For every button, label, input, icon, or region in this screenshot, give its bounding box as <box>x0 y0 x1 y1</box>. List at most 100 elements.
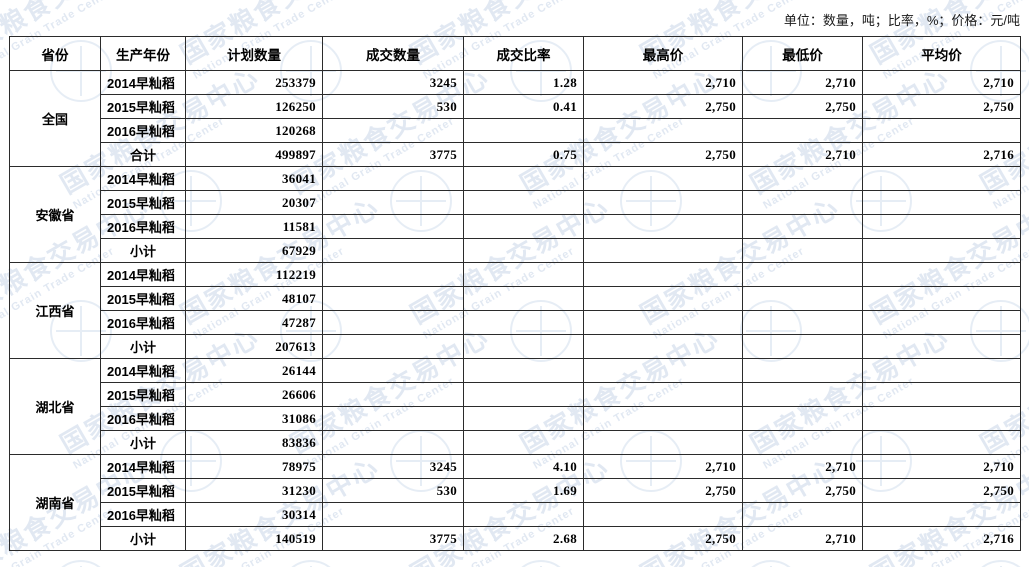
deal-rate-cell <box>463 262 584 287</box>
deal-quantity-cell <box>322 334 464 359</box>
plan-quantity-cell: 26144 <box>185 358 323 383</box>
plan-quantity-cell: 36041 <box>185 166 323 191</box>
high-price-cell: 2,750 <box>583 142 743 167</box>
province-cell: 江西省 <box>9 262 101 359</box>
avg-price-cell <box>862 118 1021 143</box>
deal-quantity-cell <box>322 358 464 383</box>
table-row: 2015早籼稻 126250 530 0.41 2,750 2,750 2,750 <box>10 94 1021 119</box>
subtotal-label-cell: 小计 <box>100 430 186 455</box>
subtotal-label-cell: 小计 <box>100 526 186 551</box>
avg-price-cell: 2,750 <box>862 478 1021 503</box>
plan-quantity-cell: 30314 <box>185 502 323 527</box>
avg-price-cell <box>862 190 1021 215</box>
deal-quantity-cell <box>322 430 464 455</box>
deal-quantity-cell: 3775 <box>322 142 464 167</box>
column-header-deal-qty: 成交数量 <box>322 36 464 71</box>
low-price-cell <box>742 406 863 431</box>
avg-price-cell <box>862 430 1021 455</box>
table-row: 2016早籼稻 120268 <box>10 118 1021 143</box>
subtotal-label-cell: 小计 <box>100 334 186 359</box>
production-year-cell: 2014早籼稻 <box>100 262 186 287</box>
column-header-year: 生产年份 <box>100 36 186 71</box>
deal-rate-cell <box>463 310 584 335</box>
plan-quantity-cell: 499897 <box>185 142 323 167</box>
avg-price-cell: 2,716 <box>862 526 1021 551</box>
deal-quantity-cell <box>322 214 464 239</box>
high-price-cell <box>583 166 743 191</box>
low-price-cell: 2,710 <box>742 142 863 167</box>
avg-price-cell <box>862 310 1021 335</box>
deal-quantity-cell <box>322 406 464 431</box>
high-price-cell: 2,710 <box>583 70 743 95</box>
watermark-globe-logo-icon <box>510 560 572 567</box>
watermark-globe-logo-icon <box>280 560 342 567</box>
deal-quantity-cell <box>322 502 464 527</box>
plan-quantity-cell: 48107 <box>185 286 323 311</box>
avg-price-cell <box>862 382 1021 407</box>
production-year-cell: 2015早籼稻 <box>100 478 186 503</box>
province-cell: 安徽省 <box>9 166 101 263</box>
plan-quantity-cell: 126250 <box>185 94 323 119</box>
deal-quantity-cell <box>322 310 464 335</box>
deal-quantity-cell: 3245 <box>322 454 464 479</box>
column-header-low-price: 最低价 <box>742 36 863 71</box>
production-year-cell: 2014早籼稻 <box>100 358 186 383</box>
production-year-cell: 2016早籼稻 <box>100 214 186 239</box>
province-cell: 全国 <box>9 70 101 167</box>
deal-rate-cell <box>463 214 584 239</box>
watermark-globe-logo-icon <box>970 560 1029 567</box>
low-price-cell <box>742 166 863 191</box>
low-price-cell <box>742 286 863 311</box>
table-row: 江西省 2014早籼稻 112219 <box>9 262 1021 359</box>
column-header-plan-qty: 计划数量 <box>185 36 323 71</box>
watermark-globe-logo-icon <box>50 560 112 567</box>
high-price-cell <box>583 238 743 263</box>
table-row: 湖南省 2014早籼稻 78975 3245 4.10 2,710 2,710 2,710 <box>9 454 1021 551</box>
table-row: 2015早籼稻 48107 <box>10 286 1021 311</box>
high-price-cell <box>583 190 743 215</box>
avg-price-cell <box>862 286 1021 311</box>
production-year-cell: 2016早籼稻 <box>100 310 186 335</box>
low-price-cell: 2,710 <box>742 454 863 479</box>
deal-rate-cell: 2.68 <box>463 526 584 551</box>
plan-quantity-cell: 120268 <box>185 118 323 143</box>
low-price-cell <box>742 310 863 335</box>
high-price-cell <box>583 502 743 527</box>
avg-price-cell: 2,710 <box>862 454 1021 479</box>
plan-quantity-cell: 112219 <box>185 262 323 287</box>
province-cell: 湖北省 <box>9 358 101 455</box>
deal-quantity-cell: 3775 <box>322 526 464 551</box>
deal-rate-cell: 4.10 <box>463 454 584 479</box>
high-price-cell <box>583 358 743 383</box>
table-header: 省份 生产年份 计划数量 成交数量 成交比率 最高价 最低价 平均价 <box>9 36 1021 71</box>
plan-quantity-cell: 31086 <box>185 406 323 431</box>
deal-quantity-cell: 530 <box>322 478 464 503</box>
deal-quantity-cell <box>322 382 464 407</box>
table-row: 湖北省 2014早籼稻 26144 <box>9 358 1021 455</box>
deal-rate-cell <box>463 166 584 191</box>
plan-quantity-cell: 20307 <box>185 190 323 215</box>
deal-rate-cell <box>463 406 584 431</box>
production-year-cell: 2015早籼稻 <box>100 382 186 407</box>
column-header-deal-rate: 成交比率 <box>463 36 584 71</box>
plan-quantity-cell: 31230 <box>185 478 323 503</box>
table-row: 2016早籼稻 47287 <box>10 310 1021 335</box>
low-price-cell <box>742 334 863 359</box>
high-price-cell: 2,750 <box>583 526 743 551</box>
table-row: 小计 67929 <box>10 238 1021 263</box>
deal-quantity-cell <box>322 118 464 143</box>
plan-quantity-cell: 47287 <box>185 310 323 335</box>
deal-rate-cell <box>463 382 584 407</box>
avg-price-cell <box>862 334 1021 359</box>
low-price-cell <box>742 214 863 239</box>
high-price-cell: 2,750 <box>583 478 743 503</box>
production-year-cell: 2016早籼稻 <box>100 406 186 431</box>
production-year-cell: 2015早籼稻 <box>100 190 186 215</box>
high-price-cell <box>583 406 743 431</box>
plan-quantity-cell: 67929 <box>185 238 323 263</box>
high-price-cell <box>583 430 743 455</box>
deal-rate-cell <box>463 502 584 527</box>
province-cell: 湖南省 <box>9 454 101 551</box>
low-price-cell: 2,710 <box>742 70 863 95</box>
column-header-avg-price: 平均价 <box>862 36 1021 71</box>
